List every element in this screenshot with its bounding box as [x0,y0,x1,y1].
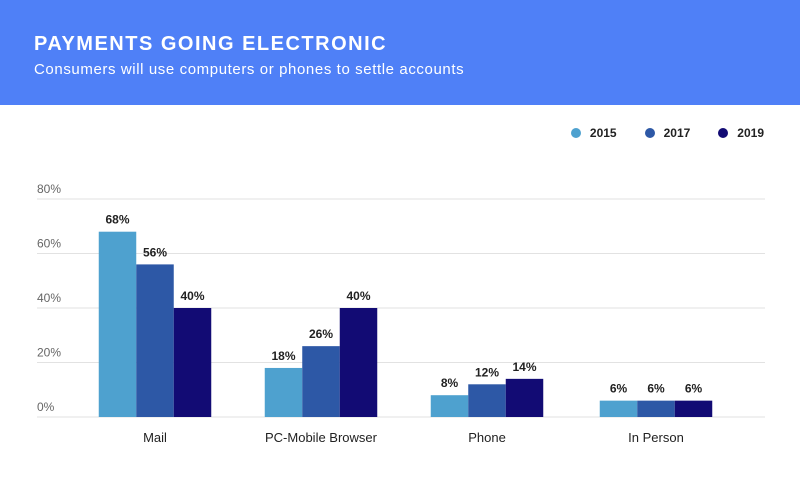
bar-2015 [98,231,137,417]
data-label: 40% [346,289,370,303]
legend-label-2017: 2017 [663,126,691,140]
data-label: 56% [143,245,167,259]
bar-2019 [674,400,713,417]
y-tick-label: 20% [37,346,61,360]
y-tick-label: 60% [37,237,61,251]
y-tick-label: 0% [37,400,55,414]
data-label: 40% [180,289,204,303]
data-label: 6% [610,382,628,396]
legend-item-2015: 2015 [570,126,617,140]
chart-legend: 2015 2017 2019 [570,126,764,140]
data-label: 12% [475,365,499,379]
x-category-label: PC-Mobile Browser [265,430,378,445]
data-label: 26% [309,327,333,341]
bar-2015 [430,395,469,417]
legend-swatch-2017 [644,128,655,138]
legend-label-2019: 2019 [737,126,764,140]
legend-swatch-2015 [570,128,581,138]
legend-swatch-2019 [718,128,729,138]
chart-header: PAYMENTS GOING ELECTRONIC Consumers will… [0,0,800,105]
bar-2017 [302,346,340,417]
chart-title: PAYMENTS GOING ELECTRONIC [34,33,388,55]
bar-2019 [173,308,212,417]
data-label: 6% [647,382,665,396]
y-tick-label: 40% [37,291,61,305]
x-category-label: Mail [143,430,167,445]
data-label: 8% [441,376,459,390]
bar-2019 [505,378,544,417]
legend-item-2017: 2017 [644,126,691,140]
chart-subtitle: Consumers will use computers or phones t… [34,61,465,78]
bar-2017 [637,400,675,417]
bar-2017 [136,264,174,417]
data-label: 18% [271,349,295,363]
data-label: 14% [512,360,536,374]
legend-item-2019: 2019 [718,126,764,140]
data-label: 6% [685,382,703,396]
legend-label-2015: 2015 [589,126,617,140]
x-category-label: In Person [628,430,684,445]
y-tick-label: 80% [37,182,61,196]
bar-2019 [339,308,378,417]
bar-2015 [264,367,303,417]
bar-2015 [599,400,638,417]
bar-2017 [468,384,506,417]
data-label: 68% [105,213,129,227]
x-category-label: Phone [468,430,506,445]
